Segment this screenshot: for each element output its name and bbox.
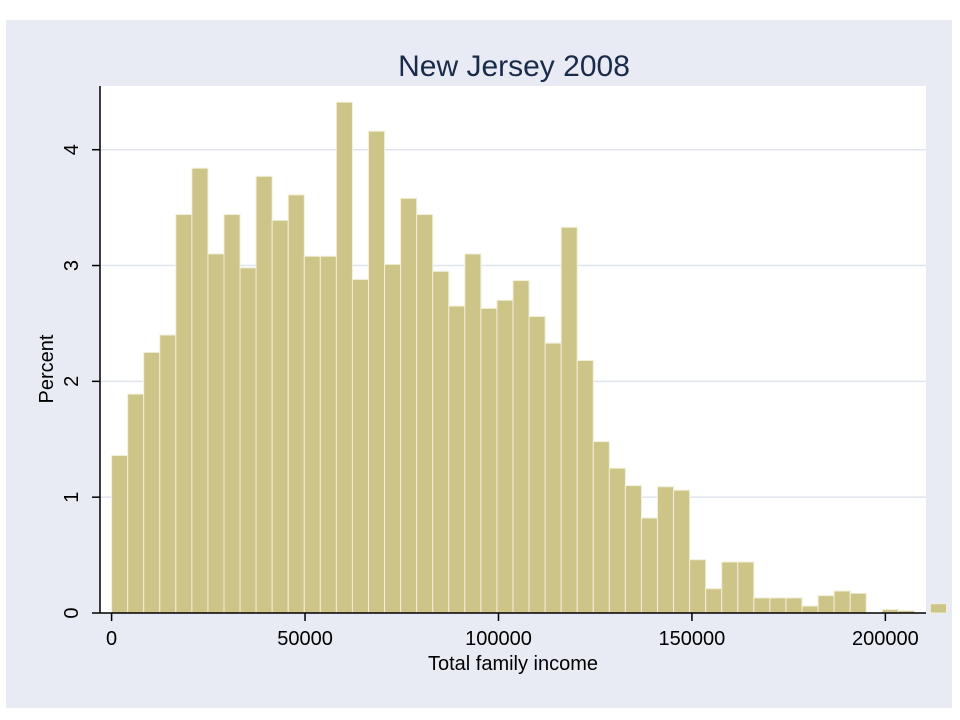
histogram-bar xyxy=(737,561,755,614)
histogram-bar xyxy=(769,597,787,614)
x-tick-label: 0 xyxy=(106,628,117,650)
histogram-bar xyxy=(624,485,642,614)
histogram-bar xyxy=(833,590,851,614)
histogram-bar xyxy=(400,197,418,614)
y-tick-label: 0 xyxy=(61,607,83,618)
histogram-bar xyxy=(335,101,353,614)
histogram-bar xyxy=(416,214,434,614)
histogram-bar xyxy=(351,278,369,614)
histogram-bar xyxy=(255,175,273,614)
histogram-bar xyxy=(143,351,161,614)
histogram-bar xyxy=(319,255,337,614)
histogram-bar xyxy=(191,167,209,614)
axes: 0 50000 100000 150000 200000 0 1 2 3 4 xyxy=(61,86,926,650)
histogram-bar xyxy=(239,267,257,614)
histogram-bar xyxy=(657,486,675,614)
histogram-bar xyxy=(111,454,129,614)
histogram-bar xyxy=(528,315,546,614)
histogram-chart: New Jersey 2008 0 50000 100000 150000 200000… xyxy=(36,50,948,675)
histogram-bar xyxy=(705,588,723,614)
histogram-bar xyxy=(127,393,145,614)
histogram-bar xyxy=(544,342,562,614)
histogram-bar xyxy=(175,214,193,614)
y-tick-label: 3 xyxy=(61,260,83,271)
histogram-bars xyxy=(111,101,948,614)
chart-title: New Jersey 2008 xyxy=(398,50,630,83)
histogram-bar xyxy=(640,517,659,614)
histogram-bar xyxy=(801,605,819,614)
histogram-bar xyxy=(384,263,402,614)
y-tick-label: 2 xyxy=(61,376,83,387)
y-axis-title: Percent xyxy=(36,334,58,403)
histogram-bar xyxy=(464,253,482,614)
histogram-bar xyxy=(753,597,771,614)
histogram-bar xyxy=(367,130,386,614)
x-axis-title: Total family income xyxy=(428,653,598,675)
histogram-bar xyxy=(480,307,498,614)
histogram-bar xyxy=(785,597,803,614)
x-tick-label: 150000 xyxy=(659,628,726,650)
histogram-bar xyxy=(303,255,321,614)
histogram-bar xyxy=(512,280,530,614)
histogram-bar xyxy=(673,489,691,614)
histogram-bar xyxy=(592,441,610,614)
histogram-bar xyxy=(560,226,578,614)
histogram-bar xyxy=(432,270,450,614)
histogram-bar xyxy=(159,334,177,614)
histogram-bar xyxy=(448,305,466,614)
histogram-bar xyxy=(287,194,305,614)
histogram-bar xyxy=(271,219,289,614)
y-tick-label: 1 xyxy=(61,492,83,503)
histogram-bar xyxy=(849,592,867,614)
histogram-bar xyxy=(223,214,241,614)
y-tick-label: 4 xyxy=(61,144,83,155)
histogram-bar xyxy=(496,299,514,614)
histogram-bar xyxy=(817,595,835,614)
x-tick-label: 200000 xyxy=(852,628,919,650)
histogram-bar xyxy=(721,561,739,614)
x-tick-label: 50000 xyxy=(277,628,333,650)
histogram-bar xyxy=(689,559,707,614)
x-tick-label: 100000 xyxy=(465,628,532,650)
chart-frame: New Jersey 2008 0 50000 100000 150000 200000… xyxy=(6,20,952,708)
histogram-bar xyxy=(207,253,225,614)
histogram-bar xyxy=(608,467,626,614)
histogram-bar xyxy=(929,603,948,614)
histogram-bar xyxy=(576,360,594,614)
